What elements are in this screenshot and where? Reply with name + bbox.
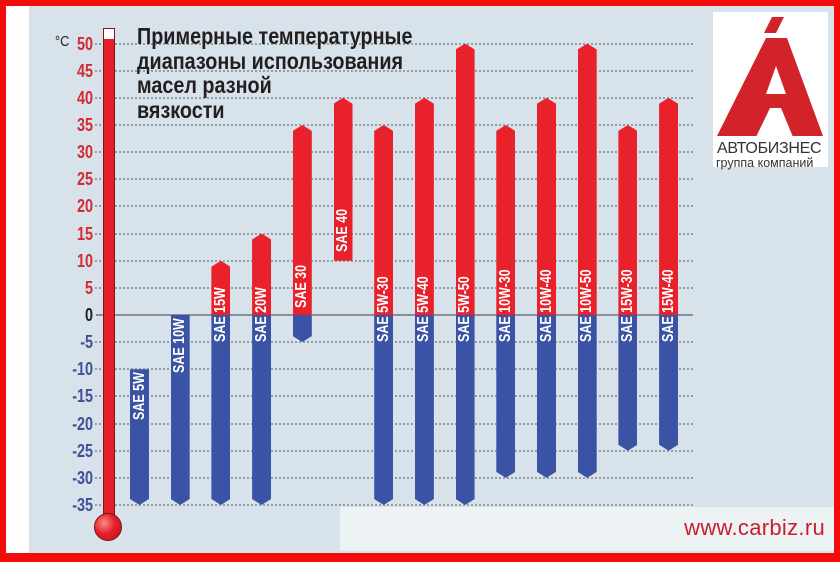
cold-range-segment (374, 315, 393, 505)
bar-label: SAE 5W-30 (374, 276, 392, 342)
bar-label: SAE 10W-50 (578, 269, 596, 342)
gridline (95, 504, 693, 507)
gridline (95, 259, 693, 262)
y-tick-label: 40 (76, 87, 93, 108)
gridline (95, 449, 693, 452)
gridline (95, 232, 693, 235)
title-line: масел разной (137, 72, 272, 98)
gridline (95, 151, 693, 154)
gridline (95, 123, 693, 126)
cold-range-segment (171, 315, 190, 505)
warm-range-segment (455, 43, 475, 315)
bar-label: SAE 10W (171, 318, 189, 373)
cold-range-segment (211, 315, 230, 505)
warm-range-segment (333, 97, 353, 261)
warm-range-segment (374, 124, 394, 315)
gridline (95, 368, 693, 371)
cold-range-segment (618, 315, 637, 451)
footer-panel (340, 507, 834, 551)
stylized-letter-a-with-accent-icon (717, 17, 823, 137)
title-line: вязкости (137, 96, 225, 123)
cold-range-segment (456, 315, 475, 505)
bar-label: SAE 15W-40 (659, 269, 677, 342)
warm-range-segment (292, 124, 312, 315)
gridline (95, 422, 693, 425)
cold-range-segment (130, 369, 149, 505)
bar-label: SAE 10W-30 (496, 269, 514, 342)
warm-range-segment (211, 260, 231, 315)
y-tick-label: 30 (76, 142, 93, 163)
y-tick-label: 15 (76, 223, 93, 244)
y-tick-label: 45 (76, 60, 93, 81)
warm-range-segment (618, 124, 638, 315)
gridline (95, 96, 693, 99)
bar-label: SAE 5W-40 (415, 276, 433, 342)
logo-tagline: группа компаний (716, 156, 814, 170)
cold-range-segment (537, 315, 556, 478)
bar-label: SAE 15W (211, 287, 229, 342)
logo-brand-name: АВТОБИЗНЕС (717, 140, 822, 157)
cold-range-segment (293, 315, 312, 342)
y-tick-label: 0 (84, 305, 93, 325)
warm-range-segment (252, 233, 272, 315)
chart-title: Примерные температурные диапазоны исполь… (137, 24, 412, 122)
warm-range-segment (537, 97, 556, 315)
bar-label: SAE 10W-40 (537, 269, 555, 342)
gridline (95, 286, 693, 289)
gridline (95, 395, 693, 398)
gridline (95, 42, 693, 45)
cold-range-segment (496, 315, 515, 478)
y-tick-label: -5 (80, 332, 93, 353)
zero-axis-line (96, 314, 693, 316)
cold-range-segment (578, 315, 597, 478)
y-tick-label: -20 (72, 413, 93, 434)
gridline (95, 178, 693, 181)
y-tick-label: 5 (84, 277, 93, 298)
y-tick-label: -30 (72, 467, 93, 488)
y-tick-label: 25 (76, 169, 93, 190)
y-tick-label: 35 (76, 114, 93, 135)
y-tick-label: 20 (76, 196, 93, 217)
title-line: Примерные температурные (137, 23, 413, 49)
warm-range-segment (577, 43, 597, 315)
warm-range-segment (414, 97, 434, 315)
y-tick-label: 50 (76, 33, 93, 54)
gridline (95, 205, 693, 208)
website-link[interactable]: www.carbiz.ru (684, 515, 825, 540)
gridline (95, 341, 693, 344)
cold-range-segment (252, 315, 271, 505)
warm-range-segment (496, 124, 516, 315)
bar-label: SAE 15W-30 (618, 269, 636, 342)
bar-label: SAE 40 (334, 208, 351, 252)
gridline (95, 476, 693, 479)
y-tick-label: -35 (72, 495, 93, 516)
logo[interactable]: АВТОБИЗНЕС группа компаний (713, 12, 828, 170)
unit-label: °C (55, 33, 70, 50)
cold-range-segment (659, 315, 678, 451)
y-tick-label: -25 (72, 440, 93, 461)
warm-range-segment (659, 97, 679, 315)
gridline (95, 69, 693, 72)
bar-label: SAE 5W (130, 372, 148, 420)
bar-label: SAE 30 (293, 264, 311, 308)
y-tick-label: 10 (76, 250, 93, 271)
y-tick-label: -15 (72, 386, 93, 407)
thermometer-tube (103, 28, 115, 521)
bar-label: SAE 5W-50 (456, 276, 474, 342)
cold-range-segment (415, 315, 434, 505)
title-line: диапазоны использования (137, 47, 404, 74)
y-tick-label: -10 (72, 359, 93, 380)
thermometer-bulb (94, 513, 122, 541)
bar-label: SAE 20W (252, 287, 270, 342)
